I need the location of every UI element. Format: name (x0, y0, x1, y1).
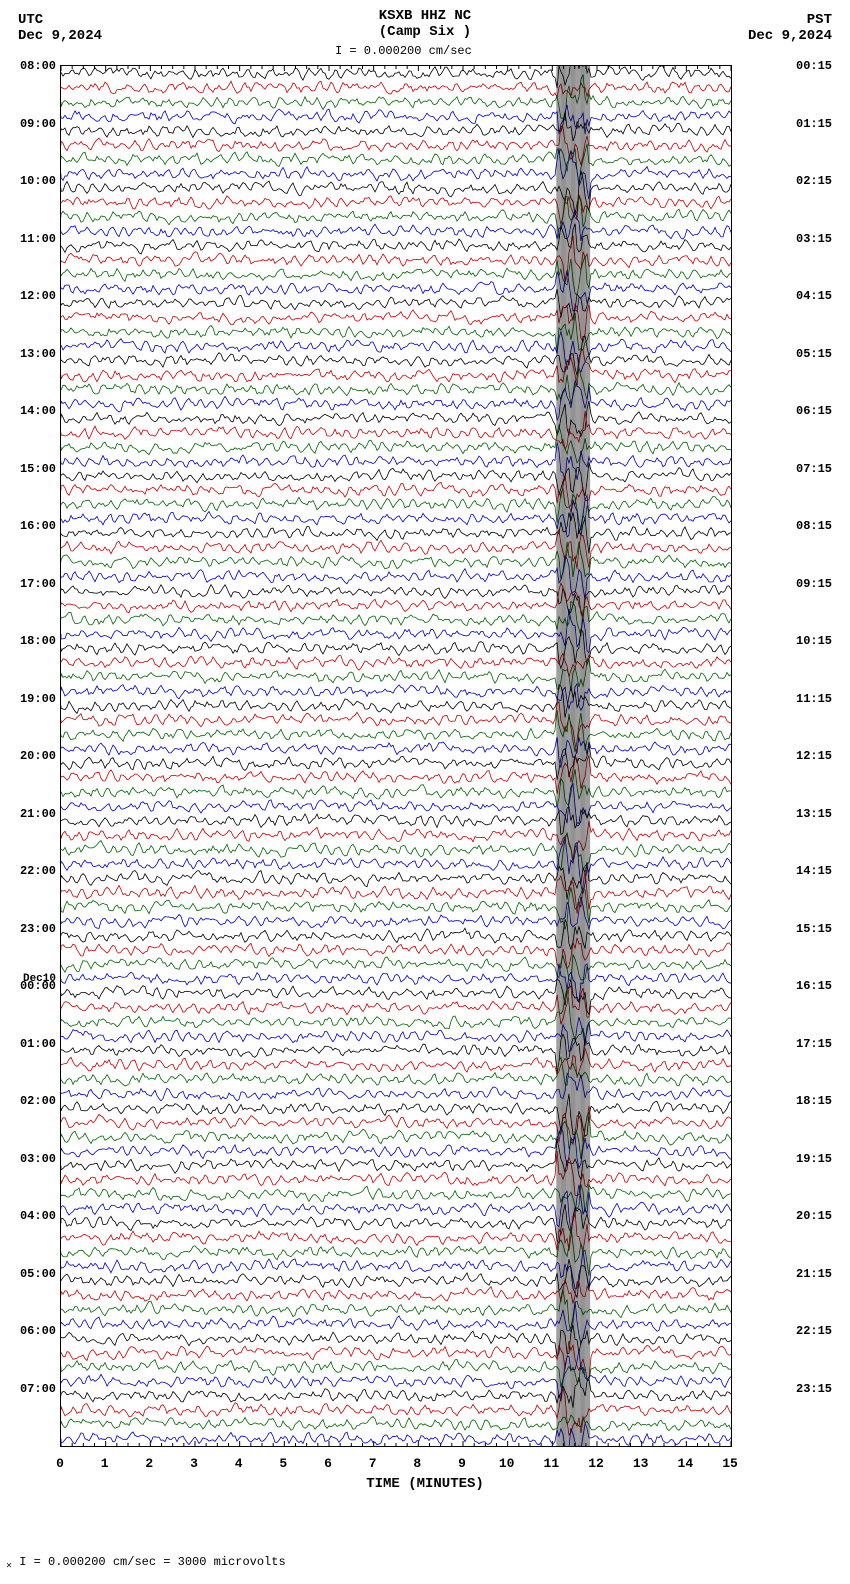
utc-hour-label: 17:00 (20, 577, 56, 591)
utc-hour-label: 01:00 (20, 1037, 56, 1051)
pst-hour-label: 20:15 (796, 1209, 832, 1223)
pst-hour-label: 06:15 (796, 404, 832, 418)
footer-text: = 0.000200 cm/sec = 3000 microvolts (26, 1555, 285, 1569)
utc-hour-label: 06:00 (20, 1324, 56, 1338)
x-tick-label: 0 (56, 1456, 64, 1471)
pst-hour-label: 10:15 (796, 634, 832, 648)
utc-hour-label: 11:00 (20, 232, 56, 246)
x-tick-label: 1 (101, 1456, 109, 1471)
seismogram-container: UTC Dec 9,2024 KSXB HHZ NC (Camp Six ) P… (0, 0, 850, 1584)
x-axis-title: TIME (MINUTES) (0, 1476, 850, 1492)
pst-hour-label: 19:15 (796, 1152, 832, 1166)
utc-hour-label: 00:00 (20, 979, 56, 993)
pst-hour-label: 22:15 (796, 1324, 832, 1338)
pst-hour-label: 09:15 (796, 577, 832, 591)
utc-hour-label: 12:00 (20, 289, 56, 303)
utc-hour-label: 14:00 (20, 404, 56, 418)
scale-note: I = 0.000200 cm/sec (335, 44, 472, 58)
footer-scale: × I = 0.000200 cm/sec = 3000 microvolts (6, 1555, 286, 1572)
utc-hour-label: 07:00 (20, 1382, 56, 1396)
x-tick-label: 8 (413, 1456, 421, 1471)
utc-hour-label: 13:00 (20, 347, 56, 361)
header-right: PST Dec 9,2024 (748, 12, 832, 44)
pst-date: Dec 9,2024 (748, 28, 832, 44)
utc-hour-label: 03:00 (20, 1152, 56, 1166)
utc-hour-label: 22:00 (20, 864, 56, 878)
x-tick-label: 5 (279, 1456, 287, 1471)
left-time-axis: 08:0009:0010:0011:0012:0013:0014:0015:00… (0, 65, 58, 1445)
utc-hour-label: 18:00 (20, 634, 56, 648)
x-tick-label: 11 (544, 1456, 560, 1471)
x-tick-label: 6 (324, 1456, 332, 1471)
utc-hour-label: 04:00 (20, 1209, 56, 1223)
station-location: (Camp Six ) (0, 24, 850, 40)
pst-hour-label: 11:15 (796, 692, 832, 706)
x-tick-label: 3 (190, 1456, 198, 1471)
helicorder-plot (60, 65, 732, 1447)
utc-hour-label: 05:00 (20, 1267, 56, 1281)
pst-hour-label: 16:15 (796, 979, 832, 993)
x-tick-label: 15 (722, 1456, 738, 1471)
pst-hour-label: 13:15 (796, 807, 832, 821)
x-tick-label: 7 (369, 1456, 377, 1471)
utc-hour-label: 23:00 (20, 922, 56, 936)
footer-sub-icon: × (6, 1561, 12, 1572)
pst-hour-label: 05:15 (796, 347, 832, 361)
header-center: KSXB HHZ NC (Camp Six ) (0, 8, 850, 40)
x-tick-label: 14 (678, 1456, 694, 1471)
pst-hour-label: 14:15 (796, 864, 832, 878)
pst-hour-label: 00:15 (796, 59, 832, 73)
utc-hour-label: 09:00 (20, 117, 56, 131)
scale-text: = 0.000200 cm/sec (342, 44, 472, 58)
utc-hour-label: 21:00 (20, 807, 56, 821)
pst-hour-label: 01:15 (796, 117, 832, 131)
x-tick-label: 9 (458, 1456, 466, 1471)
pst-hour-label: 23:15 (796, 1382, 832, 1396)
x-tick-label: 10 (499, 1456, 515, 1471)
station-code: KSXB HHZ NC (0, 8, 850, 24)
utc-hour-label: 16:00 (20, 519, 56, 533)
pst-hour-label: 21:15 (796, 1267, 832, 1281)
x-tick-label: 13 (633, 1456, 649, 1471)
x-tick-label: 2 (145, 1456, 153, 1471)
utc-hour-label: 19:00 (20, 692, 56, 706)
pst-hour-label: 18:15 (796, 1094, 832, 1108)
pst-hour-label: 15:15 (796, 922, 832, 936)
pst-hour-label: 03:15 (796, 232, 832, 246)
pst-label: PST (748, 12, 832, 28)
utc-hour-label: 10:00 (20, 174, 56, 188)
helicorder-svg (61, 66, 731, 1446)
pst-hour-label: 08:15 (796, 519, 832, 533)
pst-hour-label: 17:15 (796, 1037, 832, 1051)
utc-hour-label: 02:00 (20, 1094, 56, 1108)
pst-hour-label: 07:15 (796, 462, 832, 476)
utc-hour-label: 20:00 (20, 749, 56, 763)
right-time-axis: 00:1501:1502:1503:1504:1505:1506:1507:15… (792, 65, 850, 1445)
x-tick-label: 4 (235, 1456, 243, 1471)
utc-hour-label: 08:00 (20, 59, 56, 73)
utc-hour-label: 15:00 (20, 462, 56, 476)
x-tick-label: 12 (588, 1456, 604, 1471)
pst-hour-label: 02:15 (796, 174, 832, 188)
pst-hour-label: 12:15 (796, 749, 832, 763)
pst-hour-label: 04:15 (796, 289, 832, 303)
